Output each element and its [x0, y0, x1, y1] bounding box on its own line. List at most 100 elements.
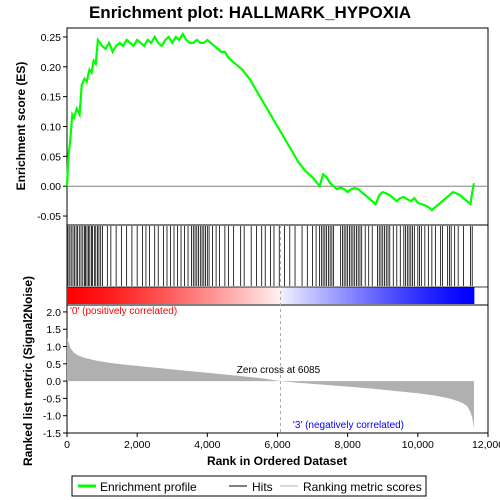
rank-gradient-segment: [379, 287, 383, 304]
rank-gradient-segment: [338, 287, 343, 304]
hit-lines: [67, 226, 473, 286]
rank-gradient-segment: [70, 287, 75, 304]
rank-gradient-segment: [202, 287, 207, 304]
rank-gradient-segment: [294, 287, 299, 304]
x-tick-label: 8,000: [335, 439, 361, 451]
rank-gradient-segment: [324, 287, 329, 304]
rank-gradient-segment: [124, 287, 129, 304]
x-tick-label: 4,000: [194, 439, 220, 451]
es-y-tick-label: 0.00: [41, 181, 62, 193]
metric-y-tick-label: 0.5: [46, 359, 61, 371]
rank-gradient-segment: [409, 287, 414, 304]
rank-gradient-segment: [145, 287, 149, 304]
rank-gradient-segment: [277, 287, 282, 304]
rank-gradient-segment: [301, 287, 305, 304]
rank-gradient-segment: [365, 287, 370, 304]
rank-gradient-segment: [253, 287, 258, 304]
legend-label-metric: Ranking metric scores: [303, 480, 422, 494]
rank-gradient-segment: [168, 287, 173, 304]
rank-gradient-segment: [239, 287, 244, 304]
chart-title: Enrichment plot: HALLMARK_HYPOXIA: [89, 3, 411, 22]
x-tick-label: 2,000: [124, 439, 150, 451]
rank-gradient-segment: [419, 287, 424, 304]
rank-gradient-segment: [372, 287, 377, 304]
rank-gradient-segment: [219, 287, 224, 304]
rank-gradient-segment: [243, 287, 248, 304]
rank-gradient-segment: [148, 287, 153, 304]
hits-panel: [66, 224, 489, 306]
rank-gradient-segment: [467, 287, 471, 304]
rank-gradient-segment: [395, 287, 400, 304]
rank-gradient-segment: [436, 287, 441, 304]
rank-gradient-segment: [355, 287, 360, 304]
rank-gradient-segment: [358, 287, 363, 304]
rank-gradient-segment: [246, 287, 251, 304]
rank-gradient-segment: [463, 287, 468, 304]
rank-gradient-segment: [443, 287, 448, 304]
rank-gradient-segment: [77, 287, 81, 304]
metric-y-tick-label: -1.0: [43, 411, 61, 423]
rank-gradient-segment: [317, 287, 322, 304]
rank-gradient-segment: [158, 287, 163, 304]
rank-gradient-segment: [138, 287, 143, 304]
es-y-tick-label: 0.10: [41, 122, 62, 134]
rank-gradient-segment: [256, 287, 261, 304]
rank-gradient-segment: [334, 287, 339, 304]
rank-gradient-segment: [216, 287, 221, 304]
metric-y-tick-label: -1.5: [43, 428, 61, 440]
rank-gradient-segment: [426, 287, 431, 304]
rank-gradient-segment: [297, 287, 302, 304]
rank-gradient-segment: [209, 287, 214, 304]
es-y-tick-label: 0.15: [41, 92, 62, 104]
es-y-tick-label: 0.20: [41, 62, 62, 74]
rank-gradient-segment: [121, 287, 126, 304]
rank-gradient-segment: [107, 287, 112, 304]
zero-cross-label: Zero cross at 6085: [237, 365, 321, 376]
rank-gradient-segment: [111, 287, 115, 304]
rank-gradient-segment: [402, 287, 407, 304]
rank-gradient-segment: [273, 287, 278, 304]
es-y-tick-label: 0.05: [41, 151, 62, 163]
rank-gradient-segment: [382, 287, 387, 304]
ranking-metric-area: [67, 337, 474, 428]
rank-gradient-segment: [375, 287, 380, 304]
rank-gradient-segment: [406, 287, 410, 304]
rank-gradient-segment: [453, 287, 458, 304]
x-axis-ticks: 0 2,000 4,000 6,000 8,000 10,000 12,000: [64, 433, 500, 451]
rank-gradient-segment: [263, 287, 268, 304]
rank-gradient-segment: [83, 287, 88, 304]
es-y-label: Enrichment score (ES): [14, 62, 28, 191]
rank-gradient-segment: [206, 287, 210, 304]
rank-gradient-segment: [250, 287, 254, 304]
rank-gradient-segment: [151, 287, 156, 304]
rank-gradient-segment: [94, 287, 98, 304]
rank-gradient-segment: [433, 287, 438, 304]
x-tick-label: 6,000: [264, 439, 290, 451]
rank-gradient-segment: [260, 287, 265, 304]
rank-gradient-segment: [287, 287, 292, 304]
rank-gradient-segment: [161, 287, 166, 304]
rank-gradient-segment: [385, 287, 390, 304]
x-tick-label: 0: [64, 439, 70, 451]
negatively-correlated-label: '3' (negatively correlated): [293, 420, 404, 431]
rank-gradient-segment: [182, 287, 187, 304]
rank-gradient-segment: [155, 287, 159, 304]
rank-gradient-segment: [311, 287, 315, 304]
rank-gradient-segment: [195, 287, 200, 304]
es-y-tick-label: 0.25: [41, 32, 62, 44]
rank-gradient-segment: [192, 287, 197, 304]
rank-gradient-segment: [90, 287, 95, 304]
legend-frame: [71, 475, 427, 497]
rank-gradient-segment: [328, 287, 332, 304]
rank-gradient-segment: [67, 287, 71, 304]
legend-label-hits: Hits: [252, 480, 273, 494]
rank-gradient-segment: [104, 287, 109, 304]
rank-gradient-segment: [134, 287, 139, 304]
rank-gradient-segment: [440, 287, 444, 304]
rank-gradient-segment: [307, 287, 312, 304]
rank-gradient-segment: [97, 287, 102, 304]
rank-gradient-segment: [389, 287, 393, 304]
rank-gradient-segment: [172, 287, 176, 304]
metric-y-label: Ranked list metric (Signal2Noise): [21, 276, 35, 466]
rank-gradient-segment: [226, 287, 231, 304]
